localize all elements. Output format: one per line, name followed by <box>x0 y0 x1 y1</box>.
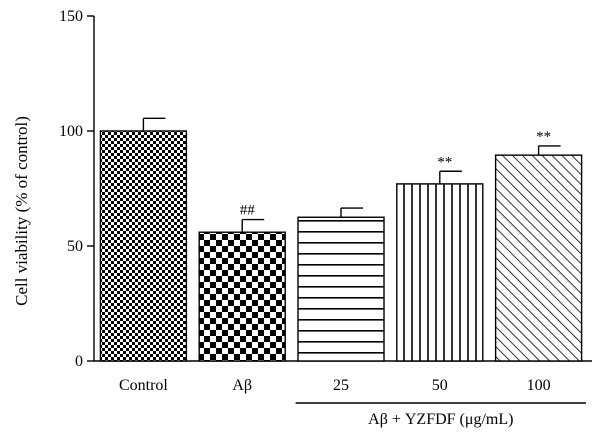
bar-3 <box>396 183 484 362</box>
labels: Control ## Aβ 25 ** 50 ** 100 <box>119 129 551 394</box>
y-tick-label: 100 <box>59 123 83 140</box>
significance-marker: ** <box>536 129 551 145</box>
bar-2 <box>297 216 385 362</box>
y-tick-label: 0 <box>75 353 83 370</box>
group-label: Aβ + YZFDF (μg/mL) <box>368 411 513 428</box>
x-tick-label: Control <box>119 377 168 394</box>
significance-marker: ** <box>437 154 452 170</box>
x-tick-label: 50 <box>432 377 448 394</box>
bar-0 <box>99 130 188 362</box>
y-tick-label: 150 <box>59 8 83 25</box>
x-tick-label: Aβ <box>232 377 252 394</box>
bar-4 <box>494 154 583 362</box>
bars <box>99 117 583 362</box>
x-tick-label: 25 <box>333 377 349 394</box>
y-tick-label: 50 <box>67 238 83 255</box>
y-axis-label: Cell viability (% of control) <box>12 116 31 306</box>
x-tick-label: 100 <box>527 377 551 394</box>
bar-1 <box>198 231 286 362</box>
significance-marker: ## <box>240 203 256 219</box>
